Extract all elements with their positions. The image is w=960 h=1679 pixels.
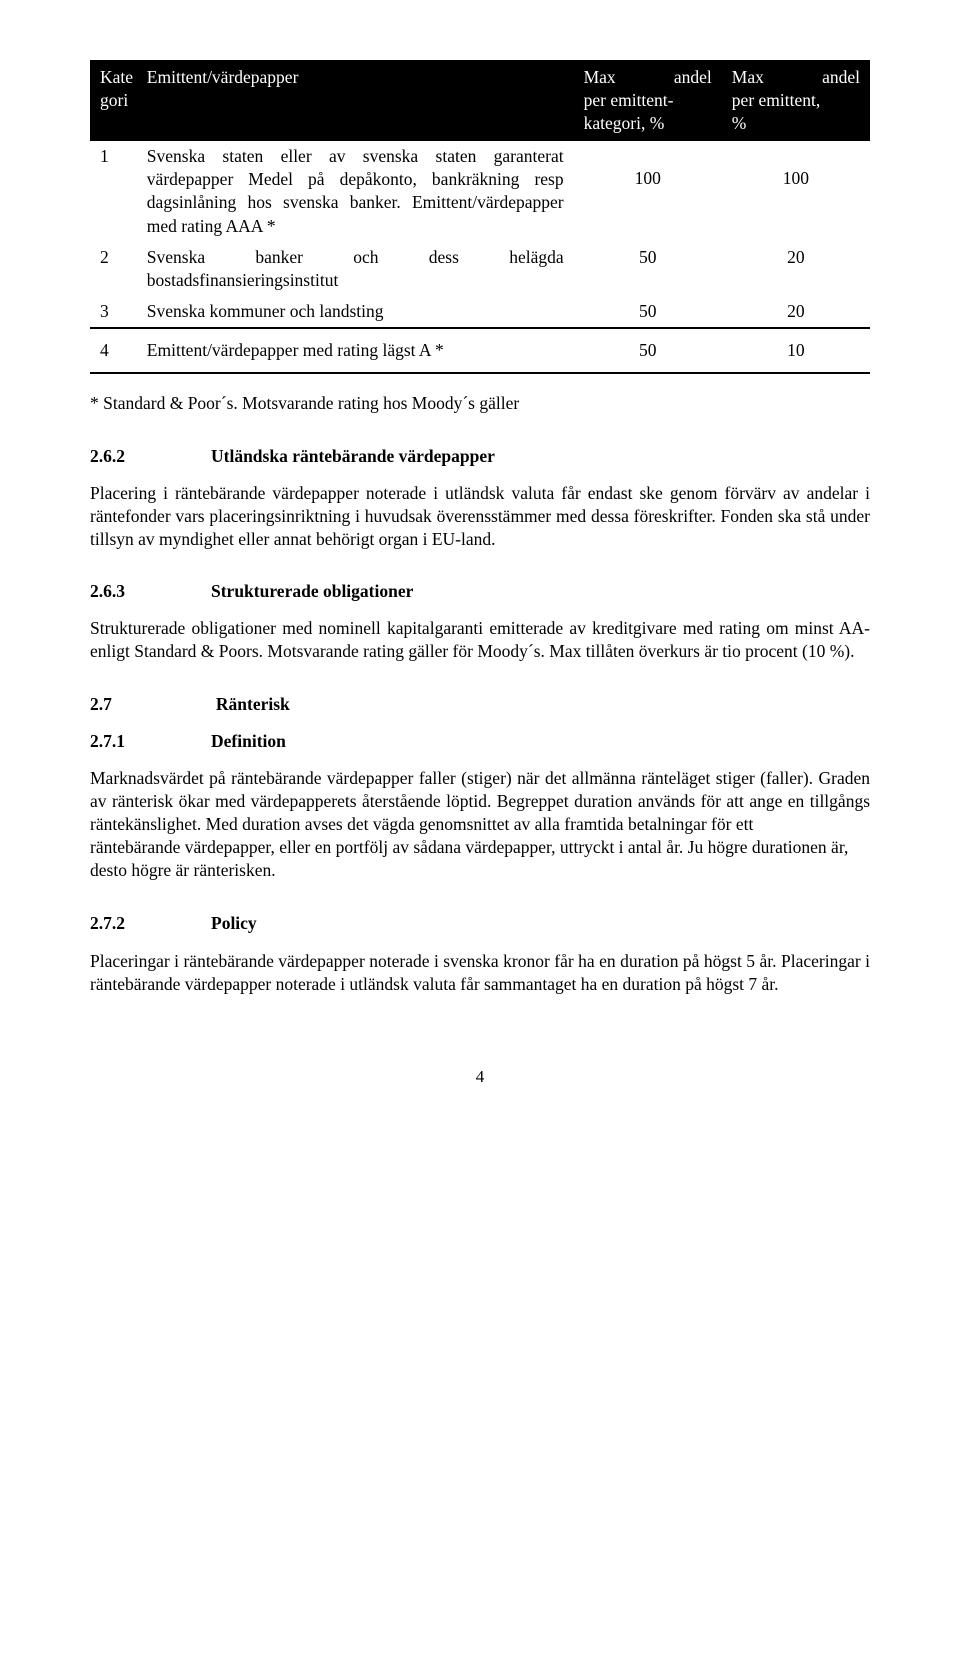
heading-title: Utländska räntebärande värdepapper	[211, 445, 495, 468]
cell-idx: 2	[90, 242, 137, 296]
heading-title: Policy	[211, 912, 257, 935]
limits-table: Kate gori Emittent/värdepapper Maxandel …	[90, 60, 870, 374]
heading-number: 2.6.3	[90, 580, 125, 603]
th-max-per-issuer: Maxandel per emittent, %	[722, 60, 870, 141]
body-263: Strukturerade obligationer med nominell …	[90, 617, 870, 663]
th-text: kategori, %	[584, 113, 665, 133]
heading-title: Ränterisk	[216, 693, 290, 716]
heading-number: 2.7	[90, 693, 112, 716]
cell-desc: Svenska kommuner och landsting	[137, 296, 574, 328]
body-262: Placering i räntebärande värdepapper not…	[90, 482, 870, 551]
th-category: Kate gori	[90, 60, 137, 141]
heading-title: Definition	[211, 730, 286, 753]
cell-idx: 3	[90, 296, 137, 328]
cell-desc: Svenska banker och dess helägda bostadsf…	[137, 242, 574, 296]
cell-val: 50	[574, 296, 722, 328]
th-text: Maxandel	[732, 66, 860, 89]
heading-27: 2.7 Ränterisk	[90, 693, 870, 716]
th-text: Maxandel	[584, 66, 712, 89]
table-header-row: Kate gori Emittent/värdepapper Maxandel …	[90, 60, 870, 141]
cell-idx: 4	[90, 328, 137, 373]
table-row: 1 Svenska staten eller av svenska staten…	[90, 141, 870, 241]
th-text: per emittent,	[732, 90, 820, 110]
cell-val: 10	[722, 328, 870, 373]
body-272: Placeringar i räntebärande värdepapper n…	[90, 950, 870, 996]
th-text: per emittent-	[584, 90, 674, 110]
cell-desc: Emittent/värdepapper med rating lägst A …	[137, 328, 574, 373]
cell-val: 50	[574, 242, 722, 296]
body-271b: räntebärande värdepapper, eller en portf…	[90, 836, 870, 882]
th-issuer: Emittent/värdepapper	[137, 60, 574, 141]
heading-271: 2.7.1 Definition	[90, 730, 870, 753]
heading-number: 2.7.1	[90, 730, 125, 753]
th-text: %	[732, 113, 747, 133]
table-row: 3 Svenska kommuner och landsting 50 20	[90, 296, 870, 328]
cell-val: 20	[722, 242, 870, 296]
heading-number: 2.7.2	[90, 912, 125, 935]
heading-number: 2.6.2	[90, 445, 125, 468]
heading-262: 2.6.2 Utländska räntebärande värdepapper	[90, 445, 870, 468]
footnote: * Standard & Poor´s. Motsvarande rating …	[90, 392, 870, 415]
cell-desc: Svenska staten eller av svenska staten g…	[137, 141, 574, 241]
heading-272: 2.7.2 Policy	[90, 912, 870, 935]
th-text: gori	[100, 90, 128, 110]
th-max-per-category: Maxandel per emittent- kategori, %	[574, 60, 722, 141]
heading-title: Strukturerade obligationer	[211, 580, 413, 603]
cell-val: 100	[574, 141, 722, 241]
heading-263: 2.6.3 Strukturerade obligationer	[90, 580, 870, 603]
cell-val: 50	[574, 328, 722, 373]
th-text: Kate	[100, 67, 133, 87]
cell-val: 100	[722, 141, 870, 241]
table-row: 4 Emittent/värdepapper med rating lägst …	[90, 328, 870, 373]
table-row: 2 Svenska banker och dess helägda bostad…	[90, 242, 870, 296]
body-271a: Marknadsvärdet på räntebärande värdepapp…	[90, 767, 870, 836]
cell-val: 20	[722, 296, 870, 328]
page-number: 4	[90, 1066, 870, 1088]
cell-idx: 1	[90, 141, 137, 241]
